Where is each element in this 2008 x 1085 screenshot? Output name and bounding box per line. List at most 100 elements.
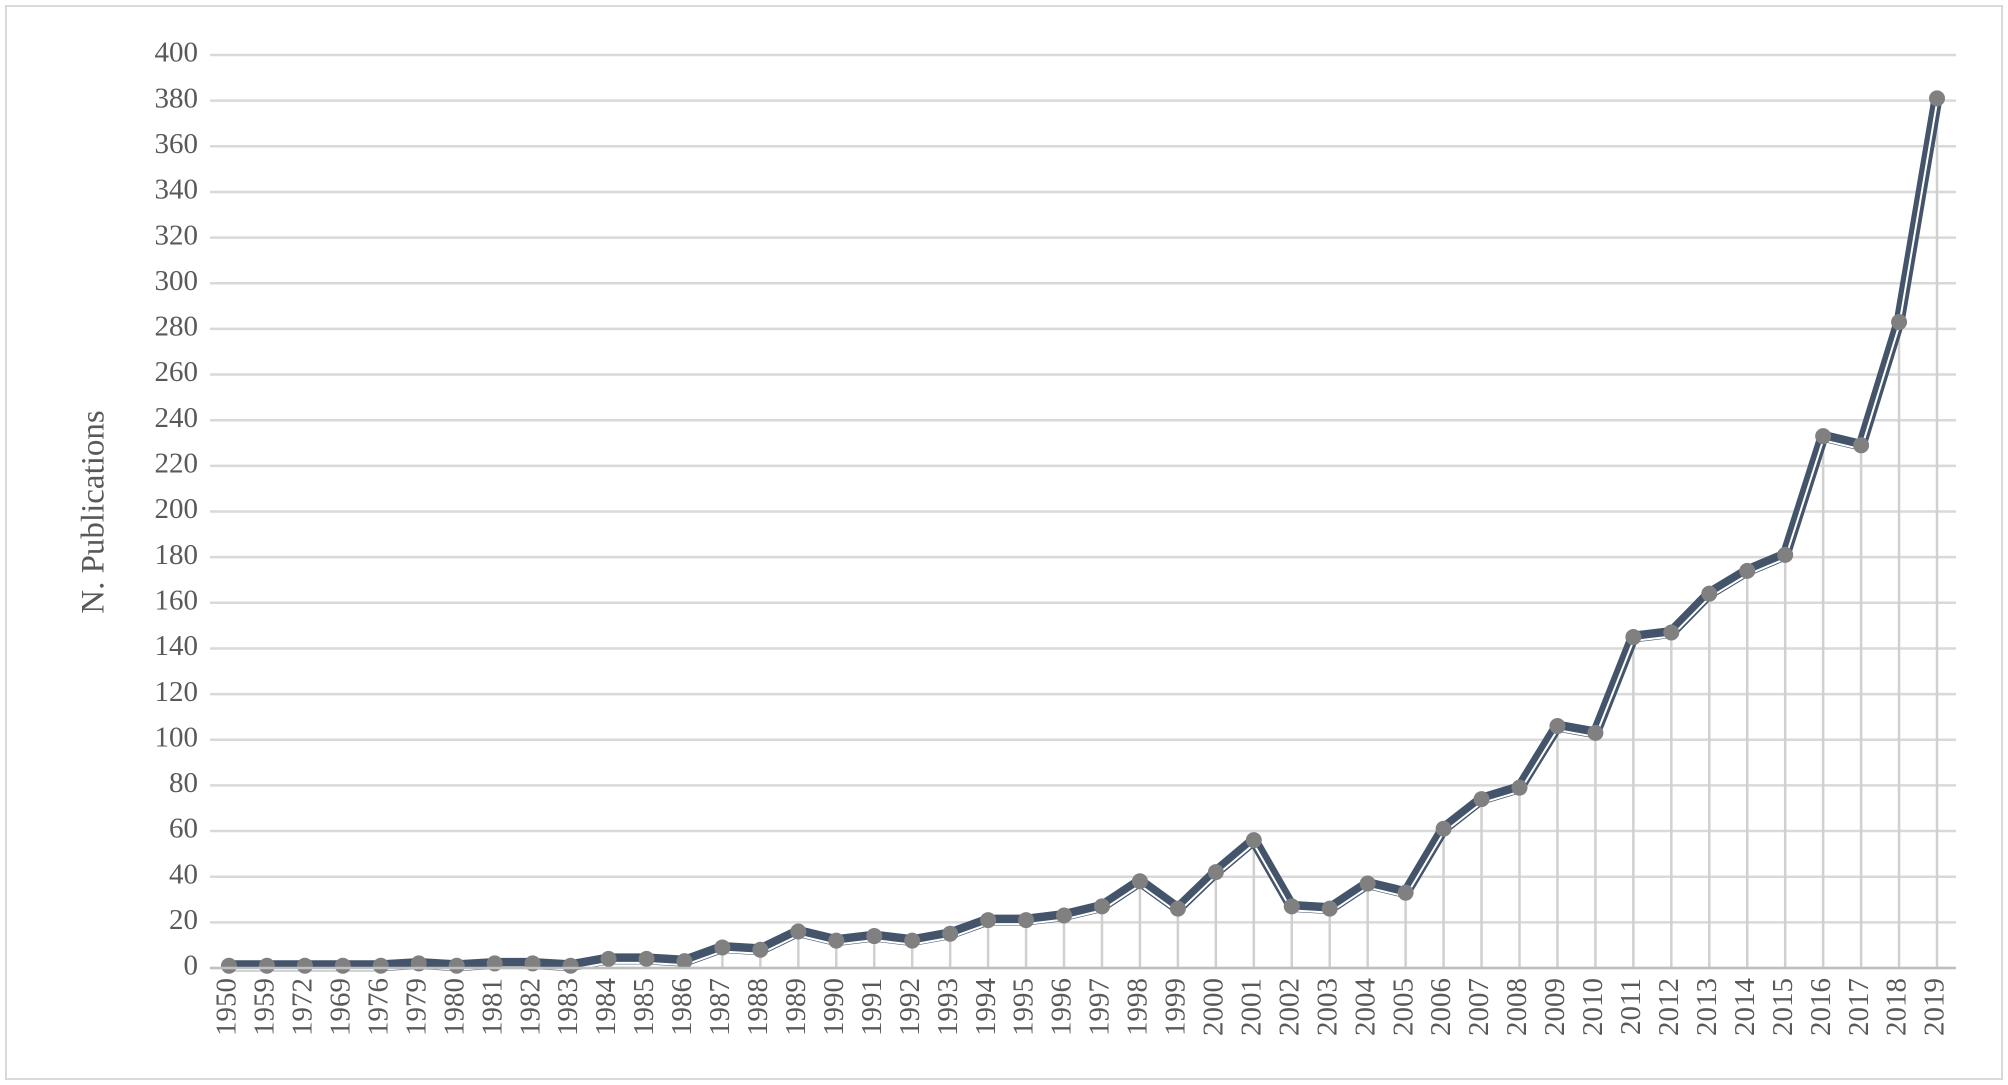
x-tick-label: 2009 <box>1539 978 1571 1036</box>
x-tick-label: 1997 <box>1084 978 1116 1036</box>
x-tick-label: 1988 <box>742 978 774 1036</box>
x-tick-label: 2002 <box>1273 978 1305 1036</box>
x-tick-label: 2018 <box>1881 978 1913 1036</box>
x-tick-label: 1995 <box>1008 978 1040 1036</box>
y-tick-label: 360 <box>155 128 199 160</box>
point <box>1891 314 1908 331</box>
point <box>1321 900 1338 917</box>
y-tick-label: 100 <box>155 721 199 753</box>
point <box>562 957 579 974</box>
point <box>1093 898 1110 915</box>
x-tick-label: 1987 <box>704 978 736 1036</box>
x-tick-label: 1999 <box>1160 978 1192 1036</box>
y-tick-label: 0 <box>184 950 199 982</box>
y-tick-label: 20 <box>169 904 198 936</box>
point <box>1131 873 1148 890</box>
chart-border <box>5 5 2003 1080</box>
point <box>1853 437 1870 454</box>
data-line <box>228 97 1943 972</box>
x-tick-label: 2016 <box>1805 978 1837 1036</box>
point <box>1435 820 1452 837</box>
x-tick-label: 1976 <box>362 978 394 1036</box>
x-tick-label: 1989 <box>780 978 812 1036</box>
point <box>334 957 351 974</box>
x-tick-label: 1969 <box>325 978 357 1036</box>
x-tick-label: 1980 <box>438 978 470 1036</box>
x-tick-label: 2014 <box>1729 978 1761 1037</box>
x-tick-label: 2005 <box>1387 978 1419 1036</box>
x-tick-label: 1992 <box>894 978 926 1036</box>
point <box>1169 900 1186 917</box>
y-tick-label: 60 <box>169 813 198 845</box>
point <box>1815 428 1832 445</box>
x-tick-label: 1950 <box>211 978 243 1036</box>
y-tick-label: 200 <box>155 493 199 525</box>
x-tick-label: 1990 <box>818 978 850 1036</box>
point <box>1359 875 1376 892</box>
x-tick-label: 2017 <box>1843 978 1875 1036</box>
point <box>790 923 807 940</box>
point <box>258 957 275 974</box>
x-tick-label: 1972 <box>287 978 319 1036</box>
y-tick-label: 220 <box>155 448 199 480</box>
point <box>676 953 693 970</box>
y-tick-label: 40 <box>169 858 198 890</box>
point <box>1625 629 1642 646</box>
point <box>296 957 313 974</box>
y-tick-label: 240 <box>155 402 199 434</box>
y-tick-label: 300 <box>155 265 199 297</box>
point <box>448 957 465 974</box>
y-tick-label: 160 <box>155 584 199 616</box>
x-tick-label: 1984 <box>590 978 622 1037</box>
x-tick-label: 2004 <box>1349 978 1381 1037</box>
point <box>942 925 959 942</box>
x-tick-label: 1998 <box>1122 978 1154 1036</box>
x-tick-label: 1994 <box>970 977 1002 1036</box>
point <box>1739 562 1756 579</box>
y-tick-label: 180 <box>155 539 199 571</box>
x-tick-label: 1983 <box>552 978 584 1036</box>
point <box>1777 546 1794 563</box>
point <box>1056 907 1073 924</box>
y-axis-title: N. Publications <box>76 410 112 614</box>
point <box>1549 718 1566 735</box>
x-tick-label: 2007 <box>1463 978 1495 1036</box>
y-tick-label: 320 <box>155 219 199 251</box>
x-tick-label: 1986 <box>666 978 698 1036</box>
x-tick-label: 1982 <box>514 978 546 1036</box>
x-tick-label: 2013 <box>1691 978 1723 1036</box>
point <box>372 957 389 974</box>
y-tick-label: 340 <box>155 174 199 206</box>
point <box>1018 912 1035 929</box>
point <box>714 939 731 956</box>
y-tick-label: 400 <box>155 37 199 69</box>
x-tick-label: 1996 <box>1046 978 1078 1036</box>
x-tick-label: 1985 <box>628 978 660 1036</box>
y-tick-label: 120 <box>155 676 199 708</box>
y-tick-label: 280 <box>155 311 199 343</box>
point <box>828 932 845 949</box>
point <box>1511 779 1528 796</box>
y-tick-label: 260 <box>155 356 199 388</box>
x-tick-label: 1993 <box>932 978 964 1036</box>
x-tick-label: 2008 <box>1501 978 1533 1036</box>
point <box>1701 585 1718 602</box>
point <box>1283 898 1300 915</box>
x-tick-label: 2006 <box>1425 978 1457 1036</box>
line-highlight <box>228 102 1939 971</box>
point <box>1207 864 1224 881</box>
y-tick-label: 80 <box>169 767 198 799</box>
x-tick-label: 2011 <box>1615 978 1647 1035</box>
x-tick-label: 1991 <box>856 978 888 1036</box>
point <box>638 950 655 967</box>
x-tick-label: 2003 <box>1311 978 1343 1036</box>
x-tick-label: 1959 <box>249 978 281 1036</box>
point <box>752 941 769 958</box>
x-tick-label: 2012 <box>1653 978 1685 1036</box>
point <box>1587 724 1604 741</box>
x-tick-label: 2010 <box>1577 978 1609 1036</box>
point <box>866 928 883 945</box>
x-tick-label: 2019 <box>1919 978 1951 1036</box>
